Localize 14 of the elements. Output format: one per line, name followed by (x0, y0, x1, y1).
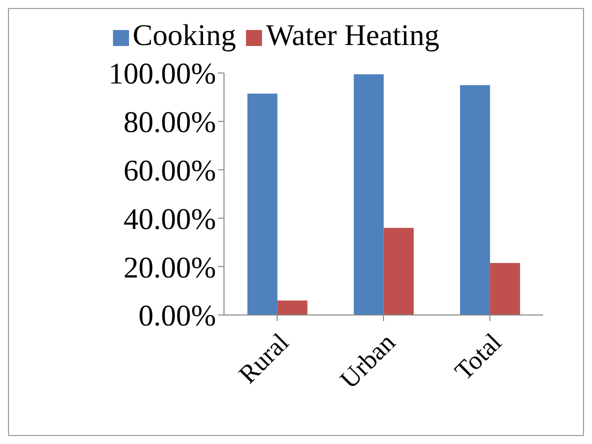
legend-label: Cooking (132, 19, 236, 52)
y-tick-label: 80.00% (124, 106, 216, 140)
y-tick-label: 20.00% (124, 251, 216, 284)
legend-label: Water Heating (266, 19, 440, 52)
y-tick-label: 40.00% (124, 202, 216, 236)
bar (354, 74, 384, 315)
y-tick-label: 60.00% (124, 154, 216, 188)
bar (277, 300, 308, 315)
y-tick-label: 100.00% (108, 58, 216, 91)
y-tick-label: 0.00% (138, 300, 216, 333)
bar (247, 94, 278, 315)
bar (460, 85, 490, 315)
bar (490, 262, 520, 315)
bar (384, 228, 414, 315)
